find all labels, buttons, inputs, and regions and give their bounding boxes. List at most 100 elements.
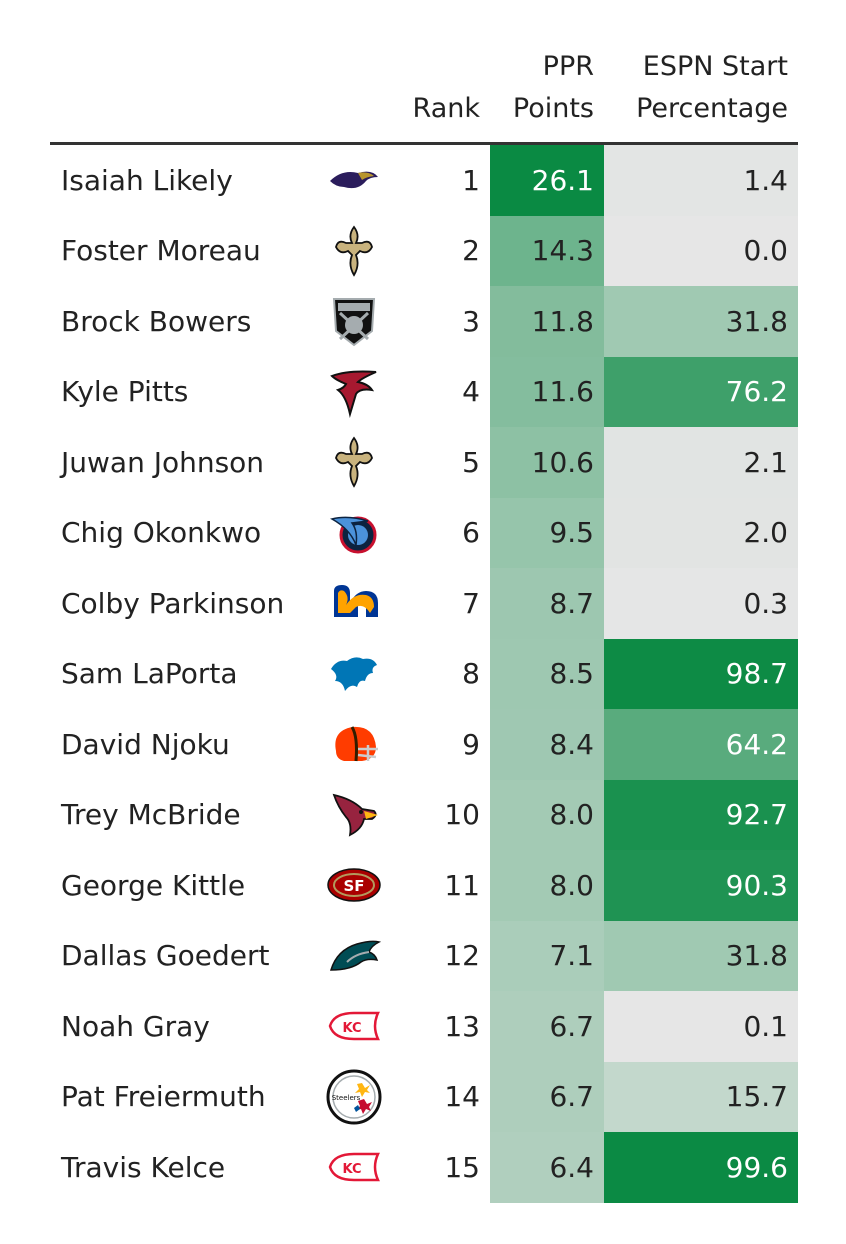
player-name: Juwan Johnson [61,445,265,479]
svg-text:KC: KC [342,1021,361,1036]
espn-start-pct-cell: 92.7 [604,779,798,850]
titans-logo-icon [326,498,382,569]
espn-start-pct-cell: 15.7 [604,1061,798,1132]
rank-value: 13 [444,1009,480,1043]
player-name: Noah Gray [61,1009,210,1043]
table-row: Trey McBride 10 8.0 92.7 [50,779,798,851]
falcons-logo-icon [326,357,382,428]
espn-start-pct-cell: 31.8 [604,286,798,357]
rank-value: 3 [462,304,480,338]
rank-value: 10 [444,798,480,832]
espn-header-line1: ESPN Start [642,51,788,82]
player-name: Isaiah Likely [61,163,233,197]
player-name: Chig Okonkwo [61,516,262,550]
chiefs-logo-icon: KC [326,991,382,1062]
espn-start-pct-cell: 2.1 [604,427,798,498]
svg-text:Steelers: Steelers [332,1094,361,1102]
rank-header: Rank [412,93,480,124]
player-name: Colby Parkinson [61,586,285,620]
table-row: Dallas Goedert 12 7.1 31.8 [50,920,798,992]
player-name: Sam LaPorta [61,657,238,691]
ppr-points-cell: 8.0 [490,779,604,850]
ppr-points-cell: 8.5 [490,638,604,709]
rank-value: 6 [462,516,480,550]
chiefs-logo-icon: KC [326,1132,382,1203]
table-row: Foster Moreau 2 14.3 0.0 [50,215,798,287]
espn-header-line2: Percentage [636,93,788,124]
ppr-points-cell: 14.3 [490,215,604,286]
rank-value: 15 [444,1150,480,1184]
espn-start-pct-cell: 0.3 [604,568,798,639]
player-name: Trey McBride [61,798,241,832]
ppr-points-cell: 9.5 [490,497,604,568]
player-name: Foster Moreau [61,234,261,268]
rank-value: 2 [462,234,480,268]
ppr-points-cell: 8.7 [490,568,604,639]
ppr-points-cell: 7.1 [490,920,604,991]
saints-logo-icon [326,216,382,287]
table-row: David Njoku 9 8.4 64.2 [50,709,798,780]
ppr-points-cell: 11.8 [490,286,604,357]
rank-value: 12 [444,939,480,973]
saints-logo-icon [326,427,382,498]
lions-logo-icon [326,639,382,710]
ppr-points-cell: 6.7 [490,1061,604,1132]
table-row: Brock Bowers 3 11.8 31.8 [50,286,798,357]
rank-value: 14 [444,1080,480,1114]
player-name: Kyle Pitts [61,375,189,409]
rank-value: 8 [462,657,480,691]
espn-start-pct-cell: 64.2 [604,709,798,780]
espn-start-pct-cell: 0.1 [604,991,798,1062]
table-row: Isaiah Likely 1 26.1 1.4 [50,145,798,216]
table-row: Sam LaPorta 8 8.5 98.7 [50,638,798,710]
ppr-points-cell: 6.4 [490,1132,604,1203]
table-row: Noah Gray KC 13 6.7 0.1 [50,991,798,1062]
rams-logo-icon [326,568,382,639]
svg-text:SF: SF [343,877,364,895]
49ers-logo-icon: SF [326,850,382,921]
espn-start-pct-cell: 31.8 [604,920,798,991]
table-row: Pat Freiermuth Steelers 14 6.7 15.7 [50,1061,798,1133]
ppr-points-cell: 6.7 [490,991,604,1062]
player-name: Brock Bowers [61,304,252,338]
player-name: Travis Kelce [61,1150,226,1184]
espn-start-pct-cell: 90.3 [604,850,798,921]
ppr-points-cell: 8.0 [490,850,604,921]
svg-text:KC: KC [342,1162,361,1177]
ppr-points-cell: 11.6 [490,356,604,427]
espn-start-pct-cell: 98.7 [604,638,798,709]
table-row: George Kittle SF 11 8.0 90.3 [50,850,798,921]
table-row: Juwan Johnson 5 10.6 2.1 [50,427,798,498]
ppr-points-cell: 8.4 [490,709,604,780]
rank-value: 1 [462,163,480,197]
espn-start-pct-cell: 0.0 [604,215,798,286]
cardinals-logo-icon [326,780,382,851]
rank-value: 7 [462,586,480,620]
player-name: George Kittle [61,868,246,902]
espn-start-pct-cell: 1.4 [604,145,798,216]
ppr-points-cell: 26.1 [490,145,604,216]
table-row: Kyle Pitts 4 11.6 76.2 [50,356,798,428]
ppr-header-line2: Points [512,93,594,124]
player-name: Dallas Goedert [61,939,270,973]
rank-value: 11 [444,868,480,902]
ppr-header-line1: PPR [542,51,594,82]
rank-value: 5 [462,445,480,479]
ppr-points-cell: 10.6 [490,427,604,498]
ravens-logo-icon [326,145,382,216]
player-name: Pat Freiermuth [61,1080,266,1114]
browns-logo-icon [326,709,382,780]
table-row: Colby Parkinson 7 8.7 0.3 [50,568,798,639]
rank-value: 4 [462,375,480,409]
eagles-logo-icon [326,921,382,992]
rank-value: 9 [462,727,480,761]
table-row: Chig Okonkwo 6 9.5 2.0 [50,497,798,569]
raiders-logo-icon [326,286,382,357]
player-name: David Njoku [61,727,230,761]
table-row: Travis Kelce KC 15 6.4 99.6 [50,1132,798,1203]
header-rule [50,142,798,145]
espn-start-pct-cell: 2.0 [604,497,798,568]
steelers-logo-icon: Steelers [326,1062,382,1133]
espn-start-pct-cell: 99.6 [604,1132,798,1203]
espn-start-pct-cell: 76.2 [604,356,798,427]
